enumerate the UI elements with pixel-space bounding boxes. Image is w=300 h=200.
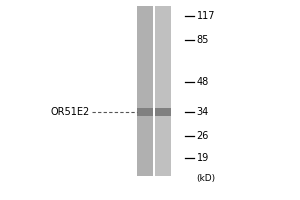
Text: 117: 117 (196, 11, 215, 21)
Text: 34: 34 (196, 107, 209, 117)
Text: (kD): (kD) (196, 174, 216, 184)
Text: OR51E2: OR51E2 (51, 107, 90, 117)
Bar (136, 108, 153, 116)
Bar (154, 6, 171, 176)
Text: 19: 19 (196, 153, 209, 163)
Bar (136, 6, 153, 176)
Text: 48: 48 (196, 77, 209, 87)
Text: 26: 26 (196, 131, 209, 141)
Text: 85: 85 (196, 35, 209, 45)
Bar (154, 108, 171, 116)
